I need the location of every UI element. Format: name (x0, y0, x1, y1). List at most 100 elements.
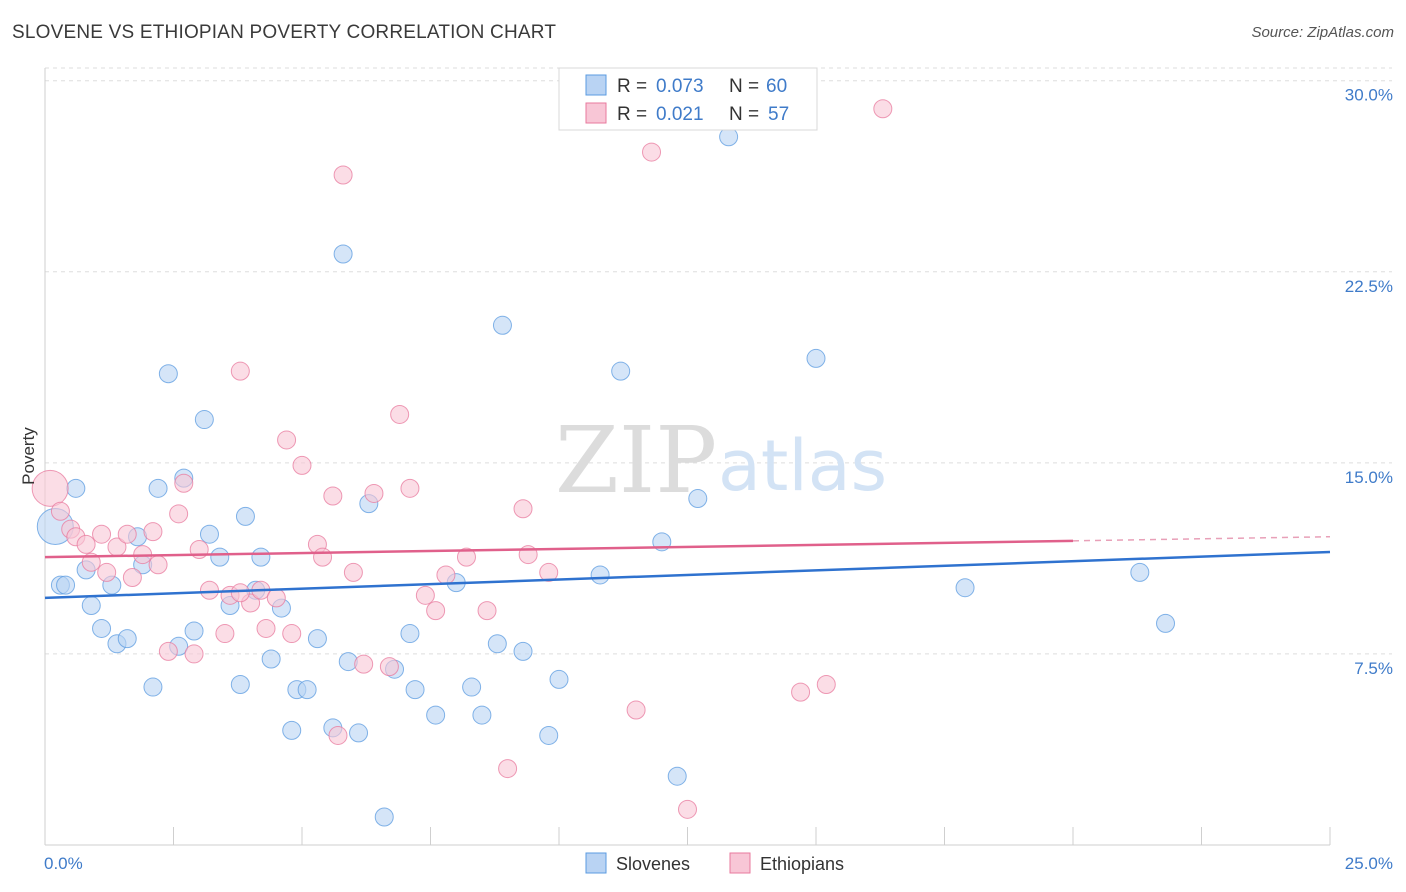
slovene-point (400, 624, 420, 644)
legend-n-label: N = (729, 104, 759, 125)
gridlines (45, 67, 1392, 655)
slovene-point (590, 565, 610, 585)
legend-r-value-ethiopians: 0.021 (656, 104, 704, 125)
slovene-point (1130, 562, 1150, 582)
ethiopian-point (328, 725, 348, 745)
ethiopian-point (364, 483, 384, 503)
ethiopian-point (513, 499, 533, 519)
ethiopian-point (215, 624, 235, 644)
slovene-point (194, 410, 214, 430)
slovene-point (513, 641, 533, 661)
legend-n-value-slovenes: 60 (766, 76, 787, 97)
series-legend: Slovenes Ethiopians (585, 852, 844, 874)
trend-lines (44, 535, 1331, 600)
slovene-point (333, 244, 353, 264)
ethiopian-point (343, 562, 363, 582)
slovene-point (184, 621, 204, 641)
stats-legend: R = 0.073 N = 60 R = 0.021 N = 57 (558, 67, 818, 131)
ethiopian-point (400, 478, 420, 498)
ethiopian-point (184, 644, 204, 664)
ethiopian-point (791, 682, 811, 702)
legend-n-label: N = (729, 76, 759, 97)
slovene-point (472, 705, 492, 725)
ethiopian-trend-line (44, 539, 1074, 559)
slovene-point (143, 677, 163, 697)
y-tick-label: 30.0% (1345, 86, 1393, 105)
slovene-point (462, 677, 482, 697)
watermark-atlas: atlas (718, 425, 887, 507)
x-tick-label: 25.0% (1345, 854, 1393, 873)
ethiopian-point (158, 641, 178, 661)
ethiopian-point (256, 618, 276, 638)
ethiopian-point (277, 430, 297, 450)
slovene-point (148, 478, 168, 498)
ethiopian-point (626, 700, 646, 720)
slovene-point (235, 506, 255, 526)
y-tick-label: 15.0% (1345, 468, 1393, 487)
ethiopian-trend-line-dashed (1072, 535, 1331, 542)
bottom-legend-swatch-ethiopians (729, 852, 751, 874)
slovene-point (405, 680, 425, 700)
bottom-legend-ethiopians: Ethiopians (760, 854, 844, 874)
slovene-point (261, 649, 281, 669)
y-axis-label: Poverty (19, 427, 38, 485)
ethiopian-point (143, 522, 163, 542)
chart-title: SLOVENE VS ETHIOPIAN POVERTY CORRELATION… (12, 22, 557, 43)
slovene-point (307, 629, 327, 649)
slovene-point (66, 478, 86, 498)
slovene-point (667, 766, 687, 786)
slovene-point (117, 629, 137, 649)
ethiopian-point (426, 601, 446, 621)
bottom-legend-swatch-slovenes (585, 852, 607, 874)
ethiopian-point (642, 142, 662, 162)
ethiopian-point (873, 99, 893, 119)
ethiopian-point (379, 657, 399, 677)
ethiopian-point (50, 501, 70, 521)
slovene-point (426, 705, 446, 725)
ethiopian-point (456, 547, 476, 567)
slovene-point (81, 596, 101, 616)
slovene-point (158, 364, 178, 384)
legend-swatch-slovenes (585, 74, 607, 96)
slovene-point (297, 680, 317, 700)
ethiopian-point (816, 675, 836, 695)
legend-n-value-ethiopians: 57 (768, 104, 789, 125)
ethiopian-point (266, 588, 286, 608)
ethiopian-point (415, 585, 435, 605)
slovene-point (806, 348, 826, 368)
slovene-point (539, 725, 559, 745)
source-label: Source: ZipAtlas.com (1251, 24, 1394, 41)
slovene-point (1156, 613, 1176, 633)
slovene-point (282, 720, 302, 740)
slovene-point (92, 618, 112, 638)
slovene-point (611, 361, 631, 381)
ethiopian-point (539, 562, 559, 582)
axes (44, 68, 1331, 846)
ethiopian-point (230, 361, 250, 381)
ethiopian-point (148, 555, 168, 575)
ethiopian-point (92, 524, 112, 544)
slovene-point (688, 489, 708, 509)
y-tick-label: 7.5% (1354, 659, 1393, 678)
ethiopian-point (323, 486, 343, 506)
ethiopian-point (390, 404, 410, 424)
slovene-point (955, 578, 975, 598)
ethiopian-point (354, 654, 374, 674)
ethiopian-point (117, 524, 137, 544)
ethiopian-point (436, 565, 456, 585)
slovene-point (56, 575, 76, 595)
ethiopian-point (313, 547, 333, 567)
ethiopian-point (477, 601, 497, 621)
legend-r-value-slovenes: 0.073 (656, 76, 704, 97)
ethiopian-point (333, 165, 353, 185)
legend-r-label: R = (617, 104, 647, 125)
ethiopian-point (122, 568, 142, 588)
slovene-point (492, 315, 512, 335)
y-tick-label: 22.5% (1345, 277, 1393, 296)
legend-r-label: R = (617, 76, 647, 97)
legend-swatch-ethiopians (585, 102, 607, 124)
ethiopian-point (292, 455, 312, 475)
ethiopian-point (230, 583, 250, 603)
bottom-legend-slovenes: Slovenes (616, 854, 690, 874)
